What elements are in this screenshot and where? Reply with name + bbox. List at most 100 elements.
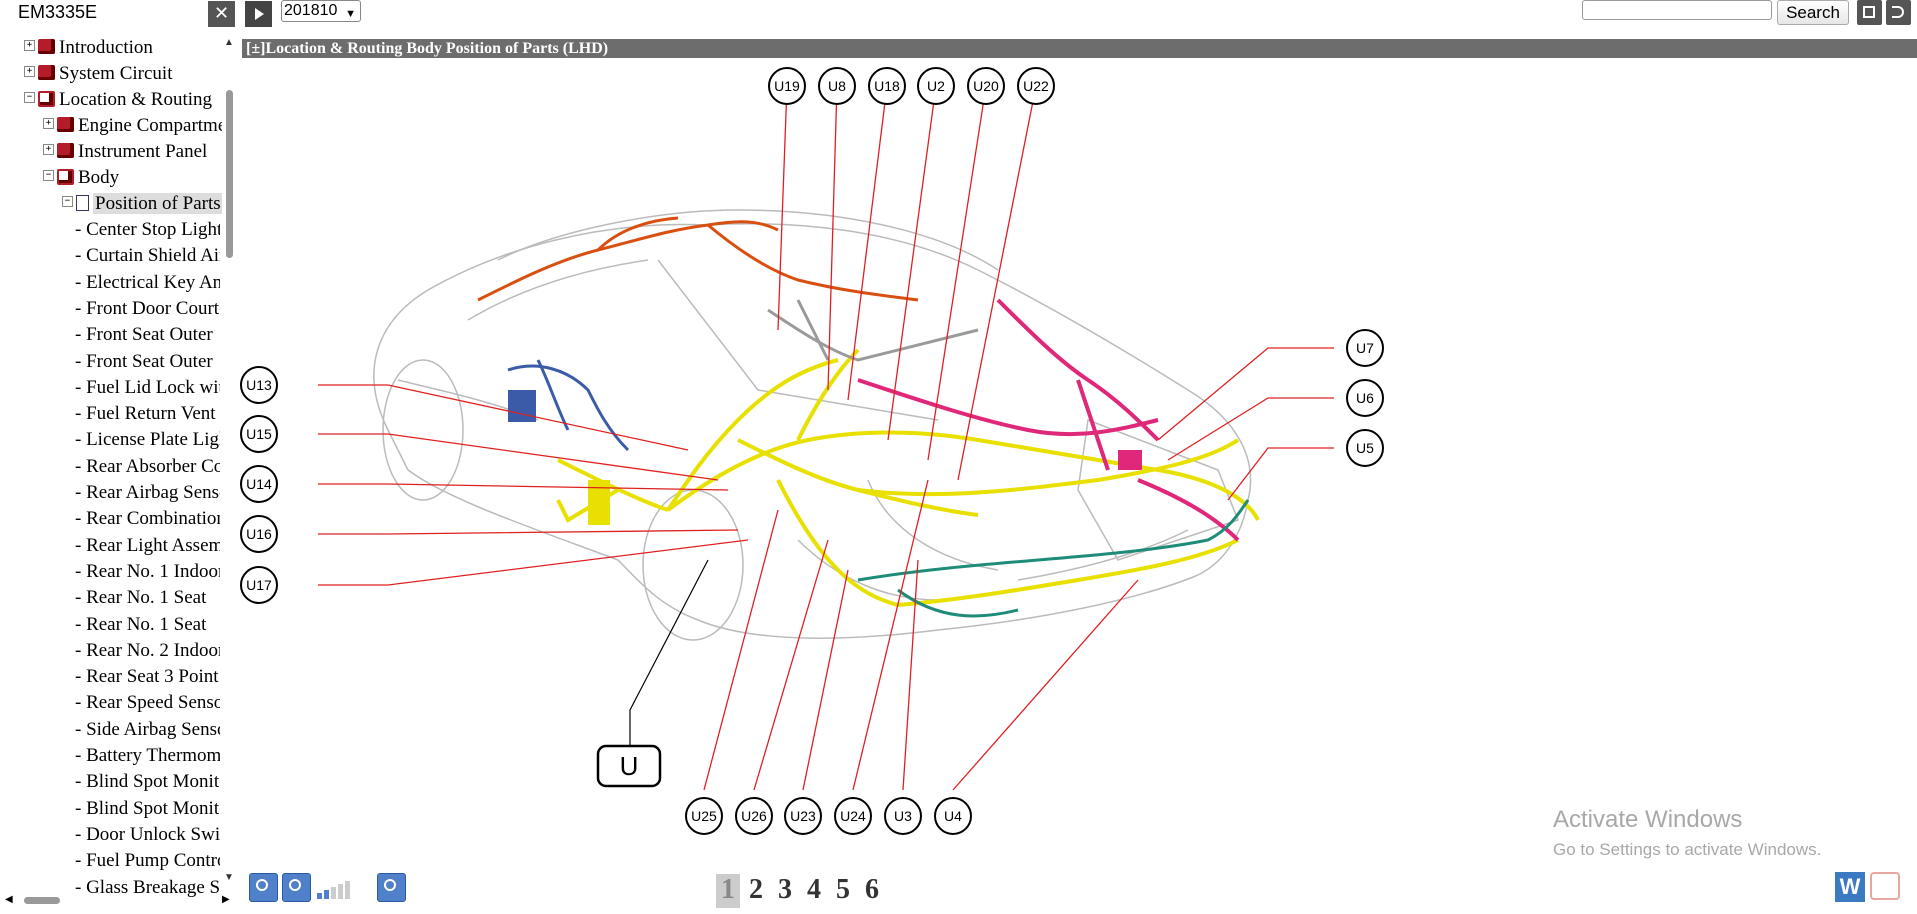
- tree-leaf-item[interactable]: - Rear No. 1 Seat: [75, 587, 207, 609]
- tree-item-label: Engine Compartment: [78, 115, 222, 136]
- zoom-in-button[interactable]: [377, 873, 406, 902]
- version-value: 201810: [284, 2, 338, 19]
- sidebar-horizontal-scrollbar[interactable]: ◀ ▶: [0, 894, 236, 906]
- callout-u14[interactable]: U14: [240, 465, 278, 503]
- callout-u3[interactable]: U3: [884, 797, 922, 835]
- tree-leaf-item[interactable]: - Rear No. 1 Indoor: [75, 560, 220, 582]
- page-tab-4[interactable]: 4: [802, 874, 826, 908]
- horizontal-scroll-thumb[interactable]: [24, 897, 60, 904]
- callout-u22[interactable]: U22: [1017, 67, 1055, 105]
- tree-leaf-item[interactable]: - Fuel Pump Control: [75, 850, 220, 872]
- page-tab-6[interactable]: 6: [860, 874, 884, 908]
- callout-u5[interactable]: U5: [1346, 429, 1384, 467]
- callout-u25[interactable]: U25: [685, 797, 723, 835]
- play-button[interactable]: [245, 1, 272, 27]
- scroll-down-icon[interactable]: ▼: [224, 872, 234, 883]
- version-select[interactable]: 201810 ▼: [281, 0, 361, 22]
- tree-leaf-item[interactable]: - Glass Breakage Sensor: [75, 876, 220, 898]
- w-icon[interactable]: W: [1835, 872, 1865, 902]
- callout-u4[interactable]: U4: [934, 797, 972, 835]
- tree-leaf-item[interactable]: - Rear Speed Sensor: [75, 692, 220, 714]
- callout-u19[interactable]: U19: [768, 67, 806, 105]
- tree-item-engine-compartment[interactable]: + Engine Compartment: [43, 114, 222, 140]
- tree-leaf-item[interactable]: - Front Door Courtesy: [75, 297, 220, 319]
- chat-icon[interactable]: [1870, 872, 1900, 900]
- scroll-left-icon[interactable]: ◀: [5, 894, 13, 905]
- collapse-icon[interactable]: −: [43, 170, 54, 182]
- tree-leaf-item[interactable]: - Fuel Return Vent: [75, 403, 216, 425]
- collapse-icon[interactable]: −: [62, 196, 73, 208]
- tree-leaf-item[interactable]: - Center Stop Light: [75, 219, 220, 240]
- expand-icon[interactable]: +: [43, 144, 54, 156]
- tree-leaf-item[interactable]: - Front Seat Outer: [75, 324, 213, 346]
- page-tab-1[interactable]: 1: [716, 874, 740, 908]
- main-callout-u[interactable]: U: [596, 744, 662, 788]
- callout-u8[interactable]: U8: [818, 67, 856, 105]
- collapse-icon[interactable]: −: [24, 92, 35, 104]
- tree-leaf-item[interactable]: - Rear Light Assembly: [75, 534, 220, 556]
- zoom-level-indicator[interactable]: [315, 879, 375, 901]
- tree-leaf-item[interactable]: - Curtain Shield Airbag: [75, 245, 220, 267]
- callout-u17[interactable]: U17: [240, 566, 278, 604]
- expand-icon[interactable]: +: [24, 66, 35, 78]
- tree-item-body[interactable]: − Body: [43, 166, 222, 192]
- callout-u13[interactable]: U13: [240, 366, 278, 404]
- callout-u2[interactable]: U2: [917, 67, 955, 105]
- activate-windows-subtitle: Go to Settings to activate Windows.: [1553, 840, 1822, 859]
- callout-u24[interactable]: U24: [834, 797, 872, 835]
- tree-leaf-item[interactable]: - Blind Spot Monitor: [75, 797, 220, 819]
- page-tab-3[interactable]: 3: [773, 874, 797, 908]
- tree-leaf-item[interactable]: - Door Unlock Switch: [75, 823, 220, 845]
- tree-item-system-circuit[interactable]: + System Circuit: [24, 62, 222, 88]
- callout-text: U15: [246, 426, 272, 442]
- content-title: [±]Location & Routing Body Position of P…: [242, 39, 1917, 58]
- page-tab-5[interactable]: 5: [831, 874, 855, 908]
- main-callout-text: U: [620, 751, 639, 781]
- callout-text: U6: [1356, 390, 1374, 406]
- callout-u18[interactable]: U18: [868, 67, 906, 105]
- close-button[interactable]: ✕: [208, 1, 235, 27]
- sidebar-scrollbar[interactable]: [226, 90, 233, 258]
- tree-leaf-item[interactable]: - Rear Absorber Control: [75, 455, 220, 477]
- tree-leaf-item[interactable]: - Fuel Lid Lock with: [75, 376, 220, 398]
- tree-item-label: Introduction: [59, 37, 153, 58]
- tree-leaf-item[interactable]: - Rear No. 1 Seat: [75, 613, 207, 635]
- zoom-out-button[interactable]: [282, 873, 311, 902]
- expand-icon[interactable]: +: [24, 40, 35, 52]
- tree-item-location-routing[interactable]: − Location & Routing: [24, 88, 222, 114]
- tree-item-position-of-parts[interactable]: − Position of Parts: [62, 192, 222, 218]
- expand-icon[interactable]: +: [43, 118, 54, 130]
- tree-leaf-item[interactable]: - Rear Airbag Sensor: [75, 482, 220, 503]
- refresh-button[interactable]: [249, 873, 278, 902]
- page-tab-2[interactable]: 2: [744, 874, 768, 908]
- callout-text: U13: [246, 377, 272, 393]
- search-button[interactable]: Search: [1777, 0, 1849, 25]
- callout-u16[interactable]: U16: [240, 515, 278, 553]
- tree-leaf-item[interactable]: - License Plate Light: [75, 429, 220, 451]
- callout-u26[interactable]: U26: [735, 797, 773, 835]
- callout-u20[interactable]: U20: [967, 67, 1005, 105]
- tree-leaf-item[interactable]: - Rear Seat 3 Point: [75, 666, 219, 688]
- tree-leaf-item[interactable]: - Side Airbag Sensor: [75, 718, 220, 740]
- scroll-right-icon[interactable]: ▶: [222, 894, 230, 905]
- tree-item-introduction[interactable]: + Introduction: [24, 36, 222, 62]
- tree-item-label: Body: [78, 167, 120, 188]
- tree-leaf-item[interactable]: - Battery Thermometer: [75, 745, 220, 766]
- tree-leaf-item[interactable]: - Front Seat Outer: [75, 350, 213, 372]
- search-input[interactable]: [1582, 0, 1772, 20]
- tree-leaf-item[interactable]: - Rear No. 2 Indoor: [75, 639, 220, 661]
- callout-text: U23: [790, 808, 816, 824]
- tree-leaf-item[interactable]: - Electrical Key Antenna: [75, 271, 220, 293]
- callout-u6[interactable]: U6: [1346, 379, 1384, 417]
- callout-u15[interactable]: U15: [240, 415, 278, 453]
- scroll-up-icon[interactable]: ▲: [224, 37, 234, 48]
- tree-item-label: Location & Routing: [59, 89, 213, 110]
- tree-item-instrument-panel[interactable]: + Instrument Panel: [43, 140, 222, 166]
- callout-u23[interactable]: U23: [784, 797, 822, 835]
- tree-leaf-item[interactable]: - Rear Combination: [75, 508, 220, 530]
- tree-leaf-item[interactable]: - Blind Spot Monitor: [75, 771, 220, 793]
- activate-windows-title: Activate Windows: [1553, 806, 1743, 833]
- callout-u7[interactable]: U7: [1346, 329, 1384, 367]
- back-button[interactable]: [1886, 0, 1911, 25]
- print-button[interactable]: [1857, 0, 1882, 25]
